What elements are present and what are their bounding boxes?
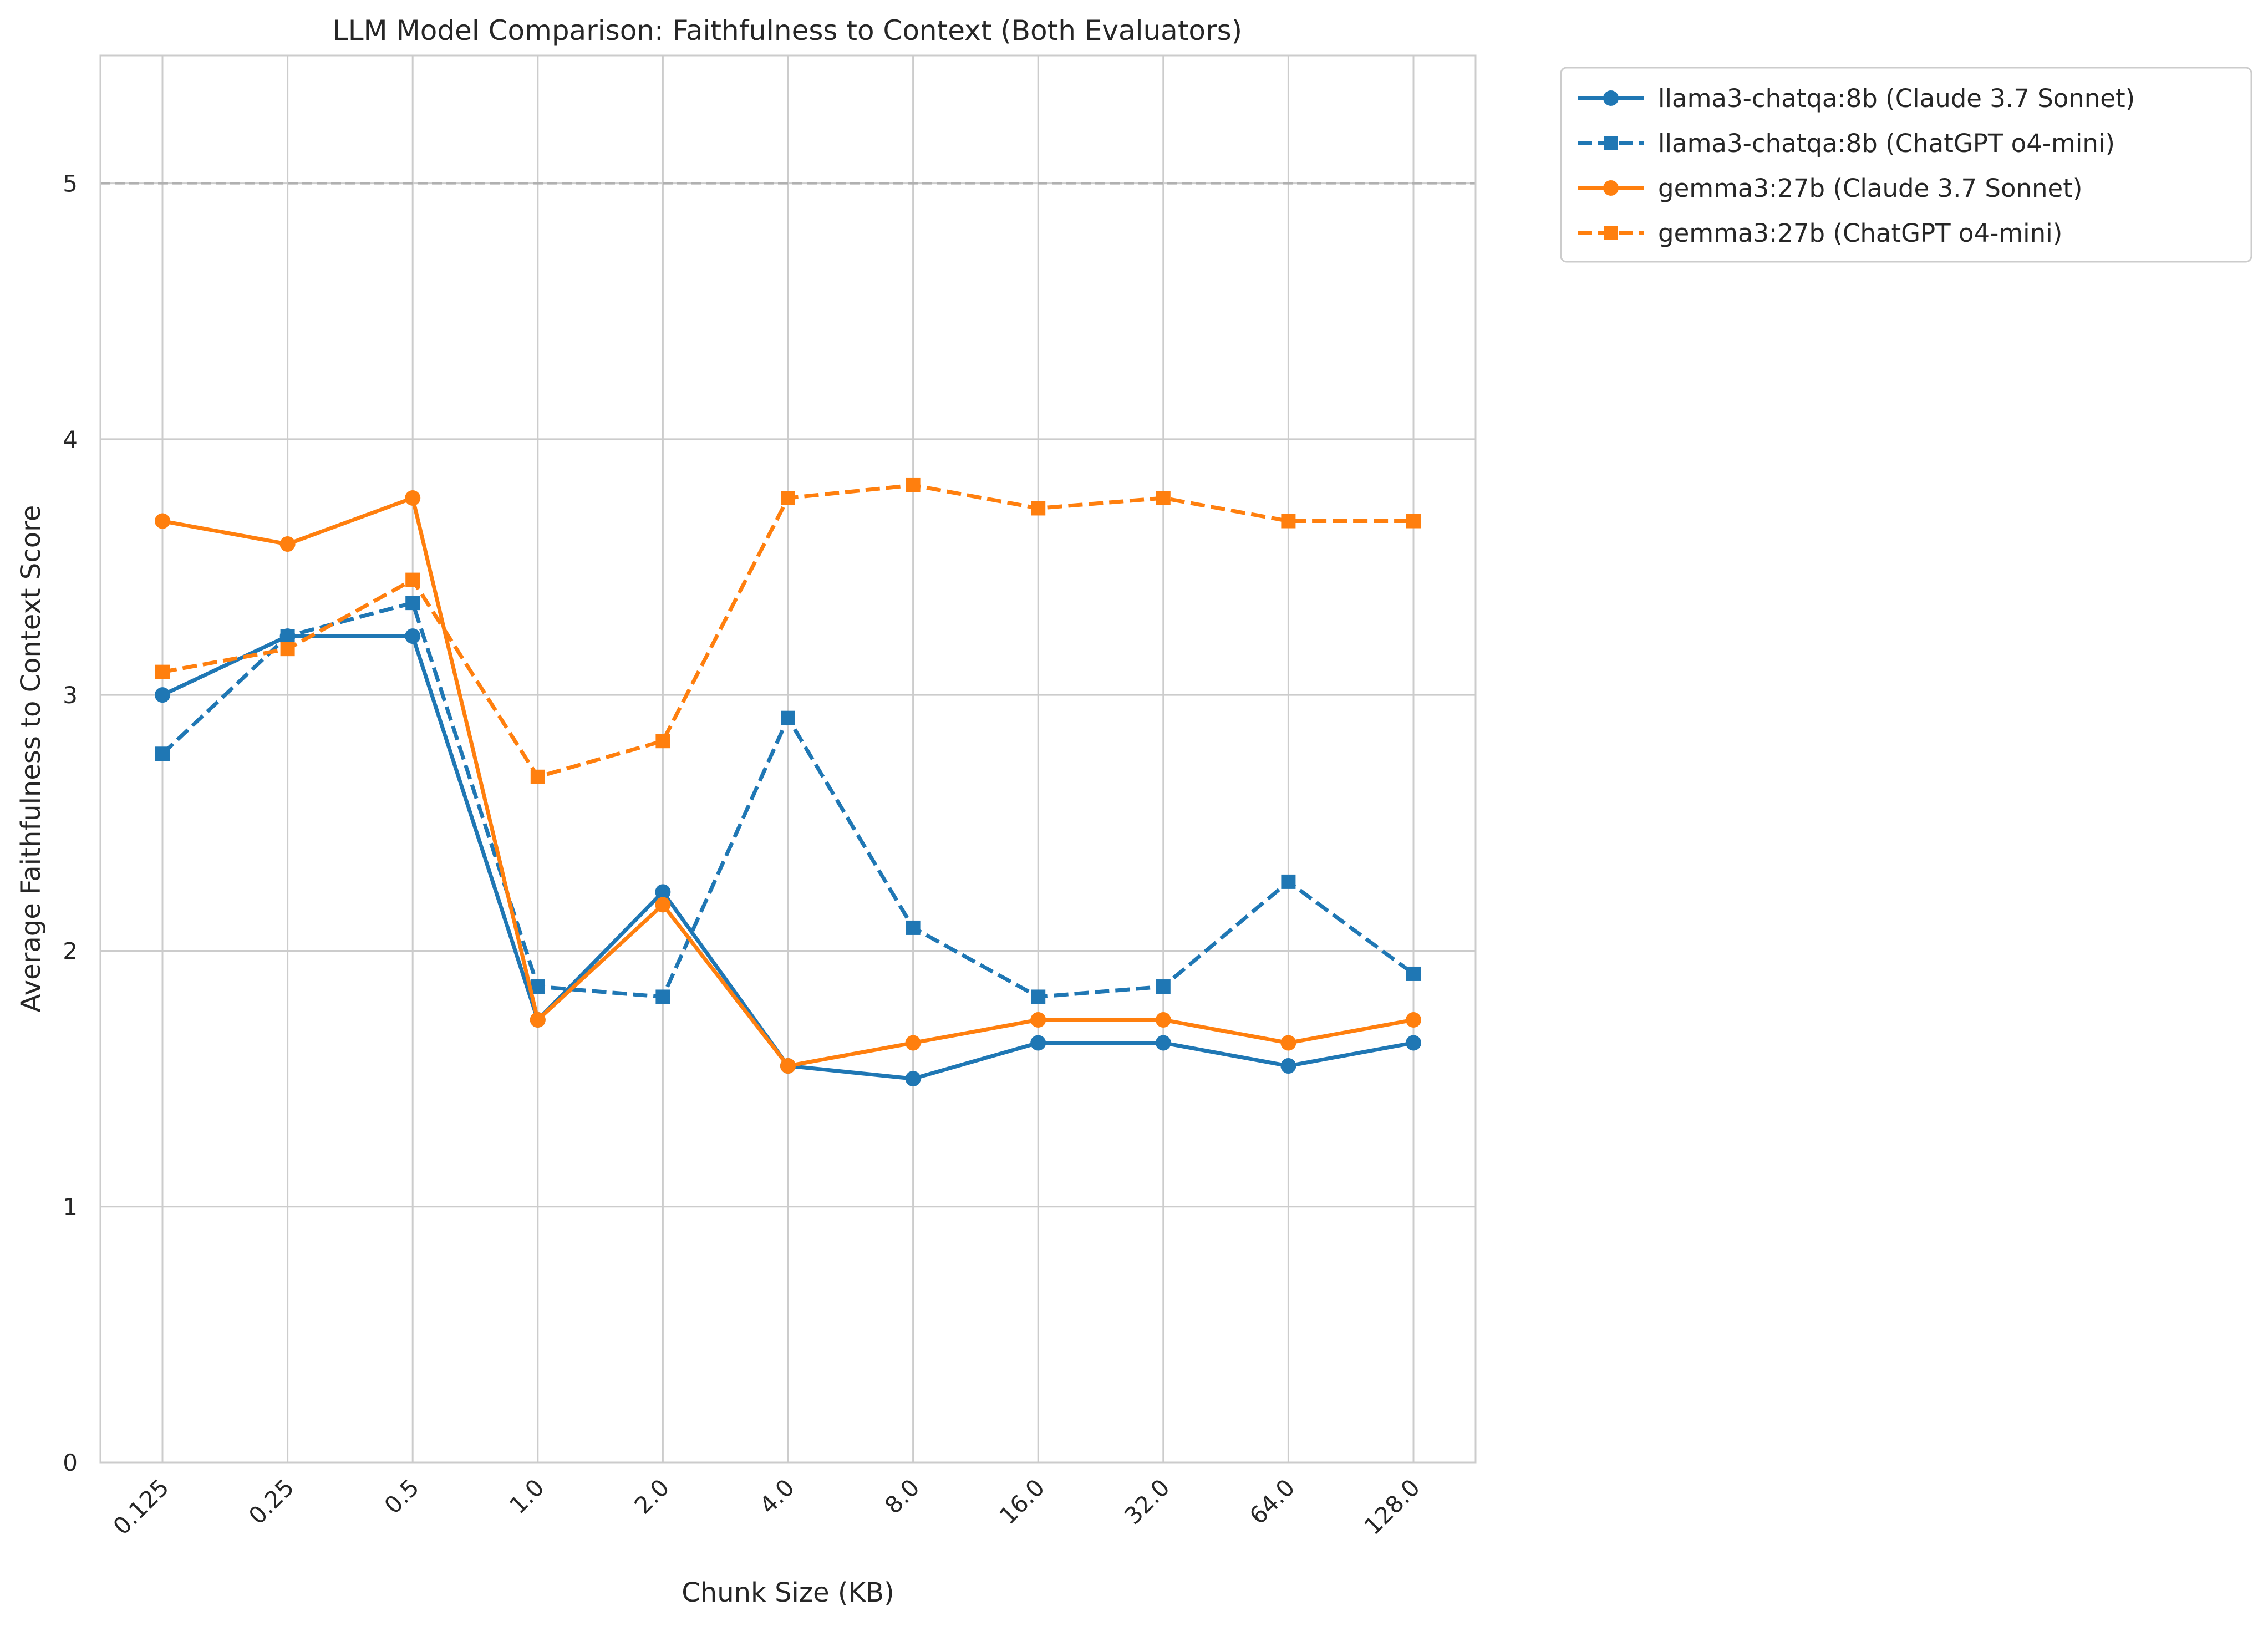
- series-2: [155, 490, 1421, 1074]
- legend-label: gemma3:27b (ChatGPT o4-mini): [1658, 219, 2062, 248]
- data-point: [405, 572, 420, 587]
- data-point: [155, 687, 170, 703]
- legend-frame: [1560, 67, 2252, 263]
- data-point: [280, 629, 295, 644]
- legend-marker-swatch: [1603, 90, 1619, 106]
- data-point: [906, 920, 921, 935]
- data-point: [905, 1035, 921, 1051]
- grid: [100, 55, 1476, 1464]
- y-tick-label: 3: [63, 682, 78, 709]
- y-tick-label: 4: [63, 426, 78, 453]
- data-point: [155, 513, 170, 529]
- legend-marker-swatch: [1603, 180, 1619, 196]
- data-point: [1406, 966, 1421, 981]
- data-point: [530, 1012, 546, 1028]
- legend-marker-swatch: [1604, 226, 1618, 240]
- data-point: [1156, 979, 1171, 994]
- data-point: [155, 746, 170, 761]
- plot-frame: [99, 54, 1477, 1464]
- legend-item: llama3-chatqa:8b (Claude 3.7 Sonnet): [1578, 84, 2135, 113]
- data-point: [781, 491, 795, 506]
- y-tick-label: 1: [63, 1193, 78, 1221]
- data-point: [1406, 1012, 1421, 1028]
- series-3: [155, 477, 1421, 784]
- legend-marker-swatch: [1604, 136, 1618, 150]
- data-point: [780, 1058, 796, 1074]
- data-point: [1155, 1035, 1171, 1051]
- data-point: [280, 642, 295, 657]
- data-point: [1281, 874, 1296, 889]
- data-point: [405, 628, 421, 644]
- data-point: [405, 596, 420, 611]
- data-point: [655, 734, 670, 749]
- x-axis-label: Chunk Size (KB): [682, 1577, 894, 1608]
- data-point: [1030, 1035, 1046, 1051]
- data-point: [781, 710, 795, 725]
- data-point: [405, 490, 421, 506]
- y-axis-label: Average Faithfulness to Context Score: [16, 505, 47, 1013]
- data-point: [530, 979, 545, 994]
- data-point: [655, 989, 670, 1004]
- legend-label: gemma3:27b (Claude 3.7 Sonnet): [1658, 174, 2082, 203]
- data-point: [1031, 501, 1046, 516]
- legend-item: llama3-chatqa:8b (ChatGPT o4-mini): [1578, 129, 2115, 158]
- series-layer: [155, 477, 1421, 1087]
- y-tick-label: 0: [63, 1449, 78, 1476]
- data-point: [905, 1071, 921, 1087]
- series-1: [155, 596, 1421, 1004]
- data-point: [1281, 514, 1296, 529]
- data-point: [1156, 491, 1171, 506]
- legend-item: gemma3:27b (Claude 3.7 Sonnet): [1578, 174, 2082, 203]
- legend-label: llama3-chatqa:8b (ChatGPT o4-mini): [1658, 129, 2115, 158]
- data-point: [655, 897, 671, 913]
- y-tick-label: 2: [63, 937, 78, 964]
- data-point: [530, 769, 545, 784]
- data-point: [1406, 1035, 1421, 1051]
- y-tick-label: 5: [63, 170, 78, 197]
- data-point: [1030, 1012, 1046, 1028]
- data-point: [1406, 514, 1421, 529]
- legend-label: llama3-chatqa:8b (Claude 3.7 Sonnet): [1658, 84, 2135, 113]
- data-point: [279, 536, 296, 552]
- data-point: [655, 884, 671, 900]
- legend: llama3-chatqa:8b (Claude 3.7 Sonnet) llam…: [1560, 67, 2252, 263]
- data-point: [906, 477, 921, 492]
- data-point: [1280, 1035, 1296, 1051]
- data-point: [1031, 989, 1046, 1004]
- y-tick-labels: 0 1 2 3 4 5: [63, 170, 78, 1476]
- data-point: [155, 664, 170, 679]
- chart-title: LLM Model Comparison: Faithfulness to Co…: [333, 14, 1242, 47]
- data-point: [1155, 1012, 1171, 1028]
- legend-item: gemma3:27b (ChatGPT o4-mini): [1578, 219, 2062, 248]
- legend-entries: llama3-chatqa:8b (Claude 3.7 Sonnet) llam…: [1578, 84, 2135, 248]
- data-point: [1280, 1058, 1296, 1074]
